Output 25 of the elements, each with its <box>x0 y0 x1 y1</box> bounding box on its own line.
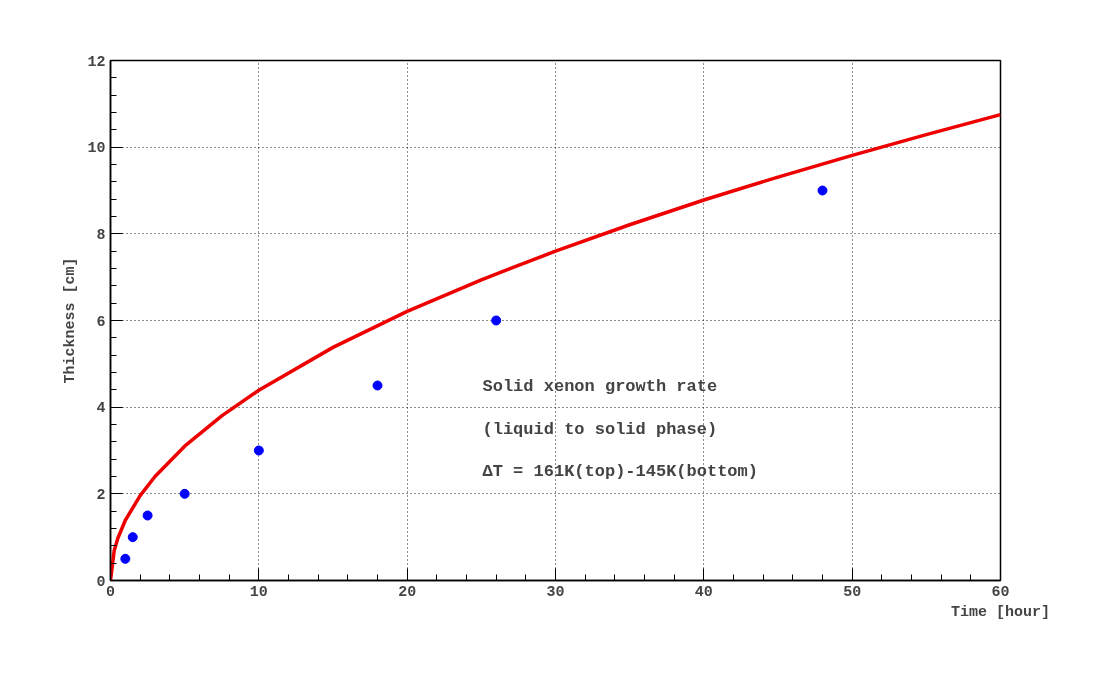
point <box>179 488 190 499</box>
y-tick-label: 8 <box>96 226 106 244</box>
x-tick-label: 10 <box>249 583 268 601</box>
annotation: ΔT = 161K(top)-145K(bottom) <box>482 462 758 482</box>
point <box>127 532 138 543</box>
x-axis-title: Time [hour] <box>950 603 1051 621</box>
annotation: Solid xenon growth rate <box>482 376 718 396</box>
y-tick-label: 10 <box>87 140 106 158</box>
x-tick-label: 20 <box>398 583 417 601</box>
x-tick-label: 30 <box>546 583 565 601</box>
y-tick-label: 4 <box>96 400 106 418</box>
point <box>142 510 153 521</box>
y-tick-label: 6 <box>96 313 106 331</box>
x-tick-label: 50 <box>843 583 862 601</box>
y-tick-label: 2 <box>96 486 106 504</box>
point <box>491 315 502 326</box>
point <box>120 553 131 564</box>
y-tick-label: 12 <box>87 53 106 71</box>
x-tick-label: 60 <box>991 583 1010 601</box>
annotation: (liquid to solid phase) <box>482 419 718 439</box>
point <box>253 445 264 456</box>
x-tick-label: 40 <box>694 583 713 601</box>
point <box>817 185 828 196</box>
point <box>372 380 383 391</box>
y-axis-title: Thickness [cm] <box>62 257 80 384</box>
